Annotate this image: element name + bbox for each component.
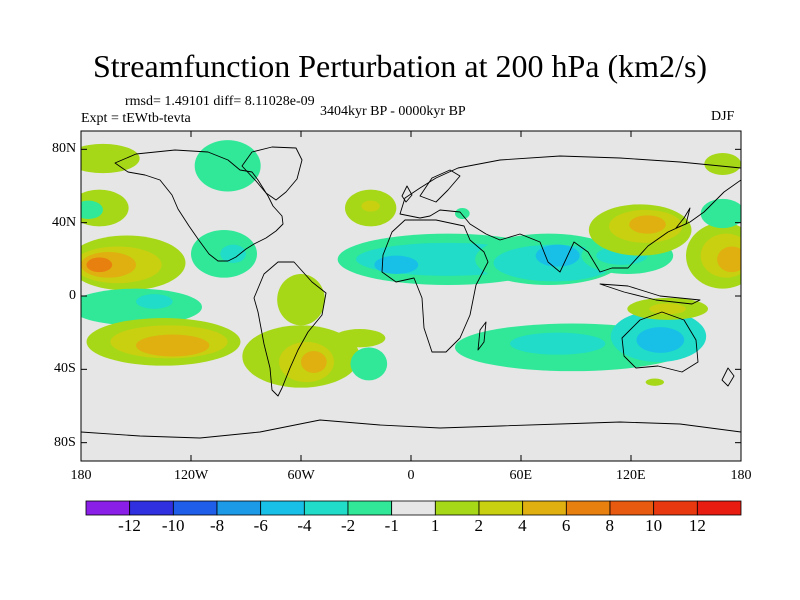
colorbar-swatch-0 xyxy=(85,500,131,516)
y-tick-label-1: 40N xyxy=(52,214,77,230)
coast-new-zealand xyxy=(721,367,735,387)
x-tick-label-1: 120W xyxy=(174,468,209,483)
contour-region-13 xyxy=(220,244,247,263)
chart-title: Streamfunction Perturbation at 200 hPa (… xyxy=(92,48,708,84)
colorbar-swatch-2 xyxy=(172,500,218,516)
contour-region-17 xyxy=(301,351,327,373)
colorbar-swatch-10 xyxy=(522,500,567,516)
coast-madagascar xyxy=(477,321,487,351)
coast-japan xyxy=(675,207,691,229)
contour-region-46 xyxy=(645,378,664,386)
x-tick-label-5: 120E xyxy=(616,468,646,483)
colorbar-label-0: -12 xyxy=(118,516,141,535)
x-tick-label-3: 0 xyxy=(407,468,415,483)
contour-region-29 xyxy=(535,244,580,267)
colorbar-label-3: -6 xyxy=(253,516,268,535)
colorbar-swatch-5 xyxy=(303,500,349,516)
colorbar-label-9: 4 xyxy=(518,516,527,535)
colorbar-label-1: -10 xyxy=(161,516,185,535)
coast-scandinavia xyxy=(419,169,461,203)
y-tick-label-4: 80S xyxy=(54,434,76,450)
contour-region-26 xyxy=(374,255,419,274)
y-tick-label-0: 80N xyxy=(52,141,77,157)
colorbar-swatch-4 xyxy=(260,500,305,516)
experiment-label: Expt = tEWtb-tevta xyxy=(81,111,191,126)
contour-region-2 xyxy=(81,143,140,174)
contour-region-19 xyxy=(194,140,261,192)
colorbar-label-2: -8 xyxy=(210,516,225,535)
stats-text: rmsd= 1.49101 diff= 8.11028e-09 xyxy=(125,94,315,109)
map-background xyxy=(81,131,741,461)
contour-region-45 xyxy=(649,303,687,315)
period-label: 3404kyr BP - 0000kyr BP xyxy=(320,104,466,119)
contour-region-6 xyxy=(86,257,113,273)
colorbar-label-4: -4 xyxy=(297,516,312,535)
coast-north-america xyxy=(114,149,284,262)
x-tick-label-0: 180 xyxy=(70,468,92,483)
contour-region-39 xyxy=(704,153,741,175)
x-tick-label-6: 180 xyxy=(730,468,752,483)
season-label: DJF xyxy=(711,109,735,124)
contour-region-14 xyxy=(277,274,325,326)
colorbar-swatch-12 xyxy=(609,500,655,516)
colorbar-swatch-7 xyxy=(391,500,436,516)
coast-australia xyxy=(621,311,699,373)
contour-region-43 xyxy=(636,327,685,353)
colorbar-swatch-6 xyxy=(347,500,393,516)
colorbar-swatch-11 xyxy=(565,500,611,516)
coast-uk xyxy=(401,185,413,203)
contour-region-38 xyxy=(700,198,741,229)
colorbar-swatch-14 xyxy=(696,500,742,516)
coast-africa xyxy=(381,219,489,353)
contour-region-1 xyxy=(81,200,103,219)
coast-eurasia xyxy=(399,155,741,273)
colorbar-swatch-9 xyxy=(478,500,524,516)
colorbar-label-11: 8 xyxy=(605,516,615,535)
x-tick-label-2: 60W xyxy=(287,468,315,483)
x-tick-label-4: 60E xyxy=(509,468,533,483)
coast-indonesia xyxy=(599,283,701,305)
contour-region-34 xyxy=(629,215,666,234)
contour-region-21 xyxy=(361,200,380,212)
colorbar-label-10: 6 xyxy=(561,516,571,535)
colorbar-label-7: 1 xyxy=(430,516,440,535)
contour-region-37 xyxy=(717,246,741,273)
contour-region-8 xyxy=(136,294,173,309)
colorbar-label-13: 12 xyxy=(688,516,706,535)
colorbar-label-6: -1 xyxy=(384,516,399,535)
colorbar-swatch-1 xyxy=(129,500,174,516)
y-tick-label-3: 40S xyxy=(54,361,76,377)
colorbar-label-8: 2 xyxy=(474,516,484,535)
contour-region-18 xyxy=(334,329,386,348)
colorbar-label-12: 10 xyxy=(645,516,663,535)
colorbar-swatch-8 xyxy=(434,500,480,516)
colorbar-swatch-3 xyxy=(216,500,262,516)
colorbar-swatch-13 xyxy=(653,500,698,516)
contour-region-23 xyxy=(455,208,470,219)
contour-region-22 xyxy=(350,347,388,381)
coast-antarctica xyxy=(81,419,741,439)
contour-region-11 xyxy=(136,334,210,357)
y-tick-label-2: 0 xyxy=(69,288,76,303)
colorbar-label-5: -2 xyxy=(341,516,356,535)
contour-region-41 xyxy=(510,332,606,355)
contour-region-7 xyxy=(81,288,202,326)
coast-south-america xyxy=(253,261,327,397)
coast-greenland xyxy=(241,146,303,201)
